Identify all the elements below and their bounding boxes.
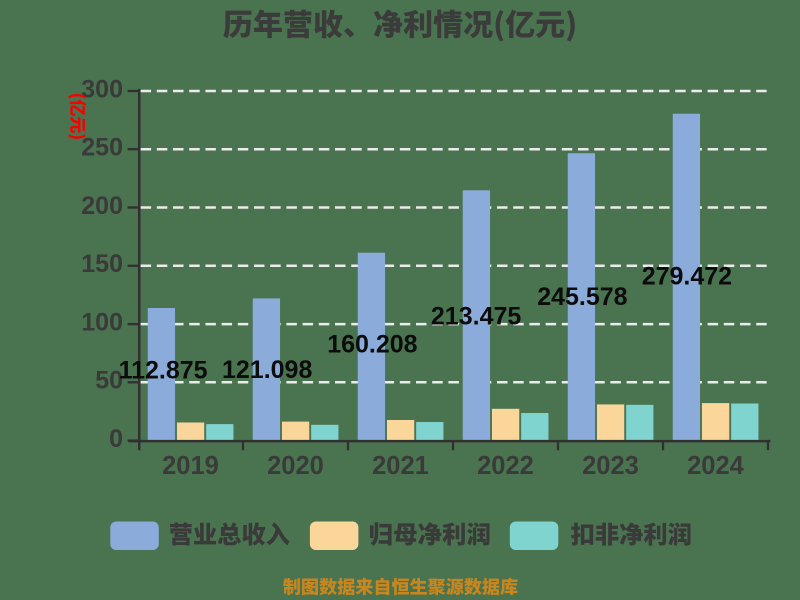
svg-text:279.472: 279.472 [642, 263, 732, 291]
svg-text:2024: 2024 [687, 452, 745, 480]
svg-text:200: 200 [81, 192, 123, 220]
svg-text:2020: 2020 [267, 452, 324, 480]
svg-text:100: 100 [81, 308, 123, 336]
svg-text:2019: 2019 [162, 452, 219, 480]
svg-text:160.208: 160.208 [327, 330, 417, 358]
svg-text:213.475: 213.475 [431, 303, 521, 331]
svg-text:2022: 2022 [477, 452, 534, 480]
svg-text:112.875: 112.875 [119, 357, 208, 385]
svg-text:250: 250 [81, 134, 123, 162]
svg-text:50: 50 [95, 367, 123, 395]
svg-text:0: 0 [109, 425, 123, 453]
svg-text:2023: 2023 [582, 452, 639, 480]
svg-text:150: 150 [81, 250, 123, 278]
svg-text:2021: 2021 [372, 452, 429, 480]
svg-text:300: 300 [81, 75, 123, 103]
svg-text:245.578: 245.578 [537, 283, 627, 311]
svg-text:121.098: 121.098 [222, 356, 312, 384]
